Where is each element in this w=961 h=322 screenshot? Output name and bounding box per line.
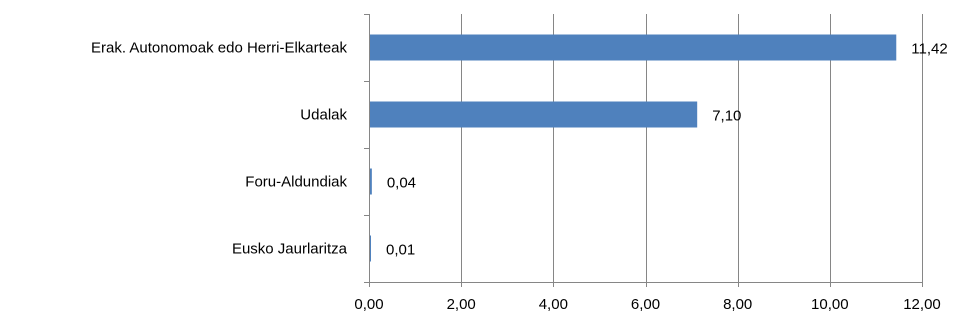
x-tick-label: 4,00: [539, 296, 568, 313]
category-label: Udalak: [300, 107, 347, 124]
x-tick-label: 2,00: [447, 296, 476, 313]
data-label: 0,01: [386, 242, 415, 259]
category-label: Foru-Aldundiak: [245, 174, 347, 191]
bar: [370, 235, 371, 262]
category-label: Erak. Autonomoak edo Herri-Elkarteak: [91, 40, 347, 57]
labels: 0,00 2,00 4,00 6,00 8,00 10,00 12,00 Erak. Auto…: [91, 40, 948, 314]
category-label: Eusko Jaurlaritza: [232, 241, 348, 258]
bar: [370, 101, 698, 128]
axes: [364, 14, 923, 287]
x-tick-label: 8,00: [723, 296, 752, 313]
x-tick-label: 10,00: [811, 296, 849, 313]
bar: [370, 168, 372, 195]
data-label: 7,10: [712, 108, 741, 125]
x-tick-label: 6,00: [631, 296, 660, 313]
x-tick-label: 0,00: [354, 296, 383, 313]
x-tick-label: 12,00: [903, 296, 941, 313]
data-label: 11,42: [911, 41, 947, 58]
data-label: 0,04: [387, 175, 416, 192]
bars: [370, 34, 897, 262]
bar: [370, 34, 897, 61]
